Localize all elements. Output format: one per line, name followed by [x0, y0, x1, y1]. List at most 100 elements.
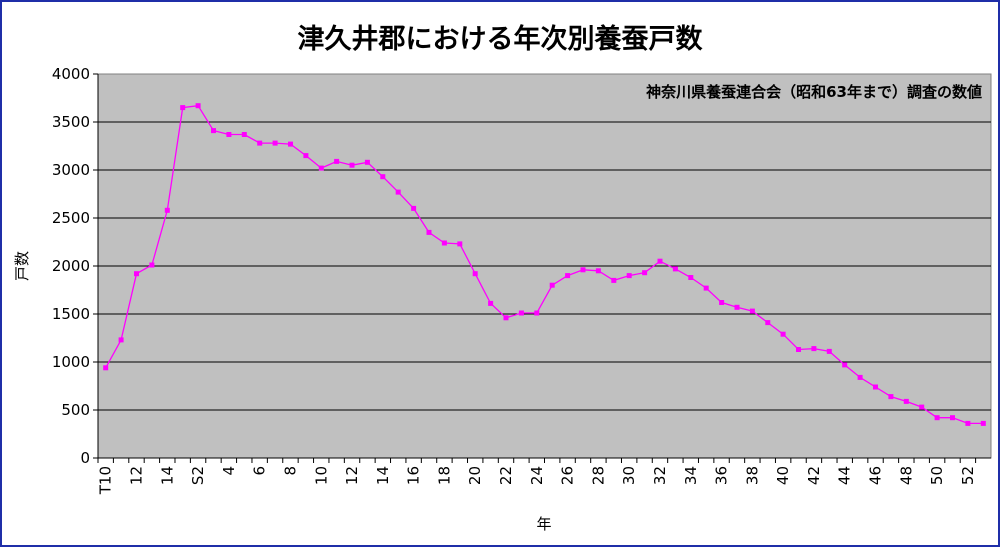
data-point: [565, 273, 571, 279]
x-tick-label: 6: [251, 466, 269, 476]
x-tick-label: T10: [97, 466, 115, 495]
x-tick-label: 8: [281, 466, 299, 476]
x-tick-label: 12: [127, 466, 145, 485]
x-axis-label: 年: [536, 515, 551, 533]
data-point: [950, 415, 955, 421]
data-point: [626, 273, 632, 279]
data-point: [318, 165, 324, 171]
series-line: [105, 105, 984, 425]
x-tick-label: 10: [312, 466, 330, 485]
data-point: [534, 310, 540, 316]
data-point: [503, 315, 509, 321]
data-point: [272, 140, 278, 146]
data-point: [380, 174, 386, 180]
data-point: [611, 277, 617, 283]
data-point: [934, 415, 940, 421]
data-point: [303, 153, 309, 159]
x-tick-label: 38: [743, 466, 761, 485]
series-markers: [103, 103, 986, 426]
data-point: [980, 420, 986, 426]
x-tick-label: 26: [559, 466, 577, 485]
x-tick-label: 48: [897, 466, 915, 485]
data-point: [257, 140, 263, 146]
data-point: [734, 304, 740, 310]
x-tick-label: S2: [189, 466, 207, 485]
x-tick-label: 22: [497, 466, 515, 485]
x-tick-label: 52: [959, 466, 977, 485]
data-point: [965, 420, 971, 426]
y-tick-label: 2000: [52, 257, 90, 275]
data-point: [873, 384, 878, 390]
data-point: [441, 240, 447, 246]
x-tick-label: 28: [589, 466, 607, 485]
data-point: [780, 331, 786, 337]
x-tick-label: 12: [343, 466, 361, 485]
x-tick-label: 50: [928, 466, 946, 485]
x-tick-label: 16: [405, 466, 423, 485]
data-point: [149, 262, 155, 268]
data-point: [472, 271, 478, 277]
x-tick-label: 14: [158, 466, 176, 485]
data-point: [164, 207, 170, 213]
data-point: [134, 271, 139, 277]
x-tick-labels: T10 12 14 S2 4 6 8 10 12 14 16 18 20 22 24 26 28 30 32 34 36…: [97, 458, 977, 495]
y-tick-label: 3500: [52, 113, 90, 131]
data-point: [426, 229, 432, 235]
data-point: [334, 158, 340, 164]
x-tick-label: 24: [528, 466, 546, 485]
data-point: [919, 404, 925, 410]
data-point: [549, 282, 555, 288]
data-point: [888, 394, 894, 400]
x-tick-label: 30: [620, 466, 638, 485]
data-point: [657, 258, 663, 264]
chart-title: 津久井郡における年次別養蚕戸数: [298, 23, 704, 55]
data-point: [796, 347, 801, 352]
data-point: [118, 337, 124, 343]
data-point: [349, 162, 355, 168]
data-point: [364, 159, 370, 165]
data-point: [241, 132, 247, 137]
data-point: [903, 398, 909, 404]
x-tick-label: 20: [466, 466, 484, 485]
data-point: [488, 300, 494, 306]
y-tick-label: 500: [61, 401, 90, 419]
data-point: [749, 308, 755, 314]
y-tick-label: 0: [80, 449, 90, 467]
data-point: [103, 365, 109, 371]
data-point: [857, 374, 863, 380]
data-point: [457, 241, 463, 247]
data-point: [211, 128, 216, 134]
data-point: [826, 348, 832, 354]
y-tick-labels: 0 500 1000 1500 2000 2500 3000 3500 4000: [52, 65, 90, 467]
data-point: [288, 141, 293, 147]
x-tick-label: 32: [651, 466, 669, 485]
data-point: [765, 320, 771, 326]
y-tick-label: 3000: [52, 161, 90, 179]
y-tick-label: 1500: [52, 305, 90, 323]
data-point: [395, 189, 401, 195]
data-point: [226, 132, 232, 137]
x-tick-label: 18: [435, 466, 453, 485]
x-tick-label: 44: [836, 466, 854, 485]
data-point: [719, 300, 725, 305]
data-point: [642, 270, 648, 276]
data-point: [411, 205, 417, 211]
y-tick-label: 4000: [52, 65, 90, 83]
data-point: [811, 346, 817, 352]
chart-annotation: 神奈川県養蚕連合会（昭和63年まで）調査の数値: [646, 83, 982, 101]
x-tick-label: 14: [374, 466, 392, 485]
y-tick-label: 1000: [52, 353, 90, 371]
data-point: [595, 268, 601, 274]
data-point: [842, 362, 848, 368]
series-polyline: [105, 105, 984, 425]
y-axis-label: 戸数: [13, 251, 31, 281]
x-tick-label: 34: [682, 466, 700, 485]
data-point: [180, 105, 186, 111]
data-point: [703, 285, 709, 291]
data-point: [195, 103, 201, 109]
x-tick-label: 40: [774, 466, 792, 485]
data-point: [688, 275, 694, 280]
x-tick-label: 46: [867, 466, 885, 485]
x-tick-label: 42: [805, 466, 823, 485]
x-tick-label: 36: [713, 466, 731, 485]
